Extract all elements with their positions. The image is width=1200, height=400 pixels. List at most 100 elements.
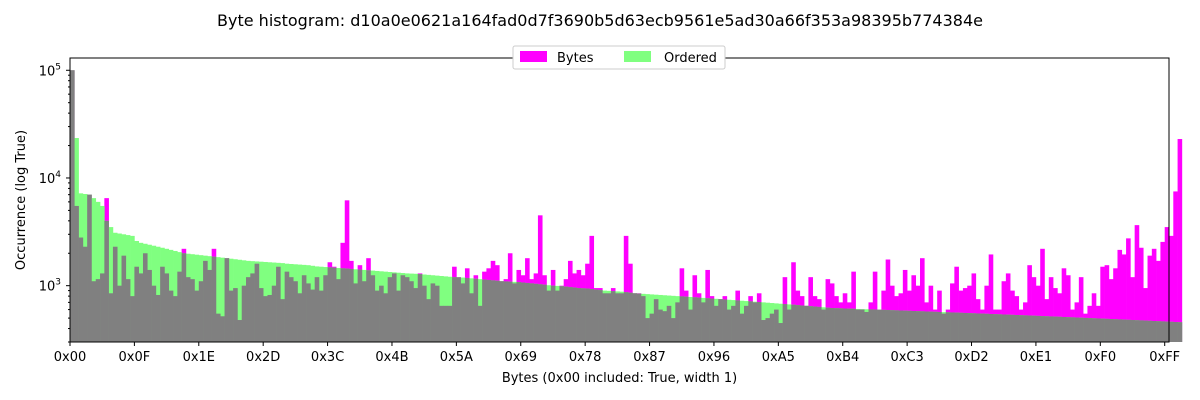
bar-ordered xyxy=(220,257,225,342)
bar-overlap xyxy=(928,311,934,342)
bar-overlap xyxy=(117,285,122,342)
bar-ordered xyxy=(108,227,114,342)
bar-overlap xyxy=(546,290,552,342)
bar-overlap xyxy=(1100,318,1105,342)
bar-overlap xyxy=(1147,320,1153,342)
bar-overlap xyxy=(1108,319,1114,342)
bar-overlap xyxy=(812,306,818,342)
bar-overlap xyxy=(628,292,633,342)
bar-overlap xyxy=(387,277,393,342)
bar-overlap xyxy=(288,277,294,342)
bar-overlap xyxy=(426,299,431,342)
bar-ordered xyxy=(778,303,783,342)
bar-overlap xyxy=(91,281,97,342)
y-tick-label: 103 xyxy=(39,278,61,295)
bar-overlap xyxy=(473,278,479,342)
bar-overlap xyxy=(920,311,925,342)
bar-overlap xyxy=(640,296,646,342)
bar-overlap xyxy=(357,269,363,342)
bar-overlap xyxy=(774,309,779,342)
bar-overlap xyxy=(602,293,607,342)
bar-overlap xyxy=(718,299,723,342)
bar-overlap xyxy=(1023,315,1028,342)
bar-overlap xyxy=(735,300,741,342)
bar-overlap xyxy=(1044,316,1050,342)
x-tick-label: 0x3C xyxy=(311,350,344,365)
bar-overlap xyxy=(413,288,419,342)
bar-overlap xyxy=(1074,317,1080,342)
bar-bytes xyxy=(1147,255,1153,342)
bar-overlap xyxy=(688,309,693,342)
bar-overlap xyxy=(164,273,170,342)
bar-overlap xyxy=(816,306,822,342)
bar-overlap xyxy=(756,302,762,342)
x-tick-label: 0x5A xyxy=(440,350,473,365)
bar-overlap xyxy=(872,309,878,342)
bar-overlap xyxy=(263,296,268,342)
bar-overlap xyxy=(142,253,148,342)
bar-overlap xyxy=(924,311,929,342)
bar-overlap xyxy=(306,283,311,342)
bar-overlap xyxy=(821,309,826,342)
bar-overlap xyxy=(490,280,496,342)
bar-overlap xyxy=(215,313,221,342)
bar-overlap xyxy=(74,205,79,342)
bar-overlap xyxy=(1151,320,1157,342)
bar-bytes xyxy=(1121,254,1127,342)
chart-title: Byte histogram: d10a0e0621a164fad0d7f369… xyxy=(217,11,983,30)
bar-overlap xyxy=(327,267,333,342)
bar-overlap xyxy=(233,288,238,342)
bar-overlap xyxy=(1014,315,1020,342)
bar-ordered xyxy=(130,235,135,342)
bar-overlap xyxy=(1018,315,1024,342)
bar-overlap xyxy=(945,312,951,342)
y-axis-label: Occurrence (log True) xyxy=(14,130,29,270)
bar-overlap xyxy=(198,281,204,342)
bar-bytes xyxy=(1177,139,1183,342)
legend-label-bytes: Bytes xyxy=(557,51,594,66)
bar-overlap xyxy=(155,294,161,342)
x-tick-label: 0xFF xyxy=(1149,350,1180,365)
bar-overlap xyxy=(761,320,766,342)
bar-overlap xyxy=(984,313,989,342)
bar-overlap xyxy=(349,268,354,342)
bar-bytes xyxy=(1130,277,1135,342)
bar-bytes xyxy=(1126,238,1131,342)
bar-overlap xyxy=(336,279,341,342)
bar-overlap xyxy=(121,255,127,342)
bar-overlap xyxy=(82,246,88,342)
bar-overlap xyxy=(228,290,234,342)
bar-overlap xyxy=(271,285,277,342)
x-tick-label: 0xC3 xyxy=(890,350,923,365)
bar-overlap xyxy=(318,290,324,342)
bar-overlap xyxy=(430,283,436,342)
bar-overlap xyxy=(1113,319,1118,342)
bar-overlap xyxy=(683,296,689,342)
bar-overlap xyxy=(962,312,968,342)
bar-bytes xyxy=(1031,277,1037,342)
bar-bytes xyxy=(1005,273,1011,342)
bar-overlap xyxy=(808,306,813,342)
bar-overlap xyxy=(692,297,698,342)
x-tick-label: 0x1E xyxy=(183,350,215,365)
bar-overlap xyxy=(323,275,328,342)
bar-bytes xyxy=(1027,265,1032,342)
bar-bytes xyxy=(1061,268,1067,342)
bar-overlap xyxy=(533,283,539,342)
bar-bytes xyxy=(791,262,796,342)
bar-overlap xyxy=(1126,319,1131,342)
bar-overlap xyxy=(499,281,504,342)
bar-overlap xyxy=(658,309,663,342)
bar-overlap xyxy=(190,279,195,342)
bar-overlap xyxy=(1035,315,1041,342)
bar-overlap xyxy=(267,294,273,342)
bar-bytes xyxy=(1117,249,1123,342)
bar-overlap xyxy=(623,292,629,342)
bar-overlap xyxy=(1121,319,1127,342)
bar-overlap xyxy=(889,310,895,342)
bar-overlap xyxy=(739,313,745,342)
bar-overlap xyxy=(615,293,620,342)
bar-overlap xyxy=(1156,321,1161,342)
bar-overlap xyxy=(284,271,290,342)
